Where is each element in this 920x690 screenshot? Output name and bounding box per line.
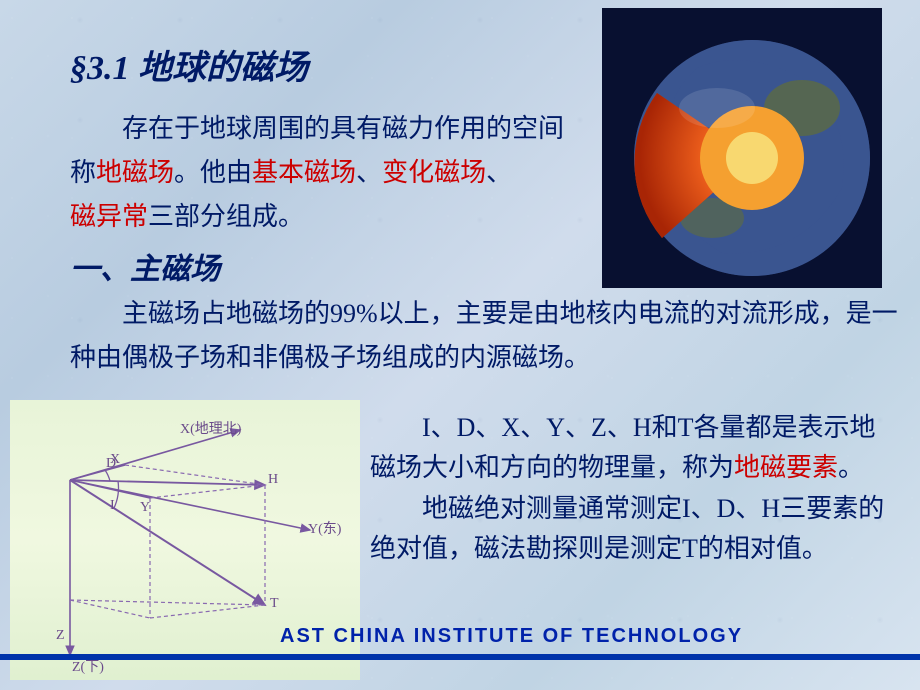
paragraph-4: 地磁绝对测量通常测定I、D、H三要素的绝对值，磁法勘探则是测定T的相对值。	[370, 489, 900, 570]
diagram-label-t: T	[270, 596, 279, 612]
p3-text-b: 。	[838, 453, 864, 482]
footer-institute: AST CHINA INSTITUTE OF TECHNOLOGY	[280, 625, 743, 648]
footer-divider	[0, 654, 920, 660]
diagram-label-h: H	[268, 472, 278, 488]
highlight-elements: 地磁要素	[734, 453, 838, 482]
diagram-label-z: Z	[56, 628, 65, 644]
paragraph-3: I、D、X、Y、Z、H和T各量都是表示地磁场大小和方向的物理量，称为地磁要素。	[370, 408, 900, 489]
highlight-variation-field: 变化磁场	[382, 158, 486, 187]
paragraph-1: 存在于地球周围的具有磁力作用的空间称地磁场。他由基本磁场、变化磁场、	[70, 107, 570, 195]
paragraph-2: 主磁场占地磁场的99%以上，主要是由地核内电流的对流形成，是一种由偶极子场和非偶…	[70, 292, 900, 380]
p1-text-c: 三部分组成。	[148, 202, 304, 231]
highlight-geomagnetic-field: 地磁场	[96, 158, 174, 187]
p1-sep2: 、	[486, 158, 512, 187]
earth-cutaway-image	[602, 8, 882, 288]
diagram-label-xgeo: X(地理北)	[180, 418, 241, 438]
right-text-block: I、D、X、Y、Z、H和T各量都是表示地磁场大小和方向的物理量，称为地磁要素。 …	[370, 408, 900, 569]
diagram-label-y: Y	[140, 500, 150, 516]
diagram-label-d: D	[106, 456, 116, 472]
diagram-label-i: I	[110, 498, 115, 514]
highlight-anomaly: 磁异常	[70, 202, 148, 231]
diagram-label-yeast: Y(东)	[308, 518, 341, 538]
p1-sep1: 、	[356, 158, 382, 187]
paragraph-1b: 磁异常三部分组成。	[70, 195, 570, 239]
highlight-basic-field: 基本磁场	[252, 158, 356, 187]
p1-text-b: 。他由	[174, 158, 252, 187]
